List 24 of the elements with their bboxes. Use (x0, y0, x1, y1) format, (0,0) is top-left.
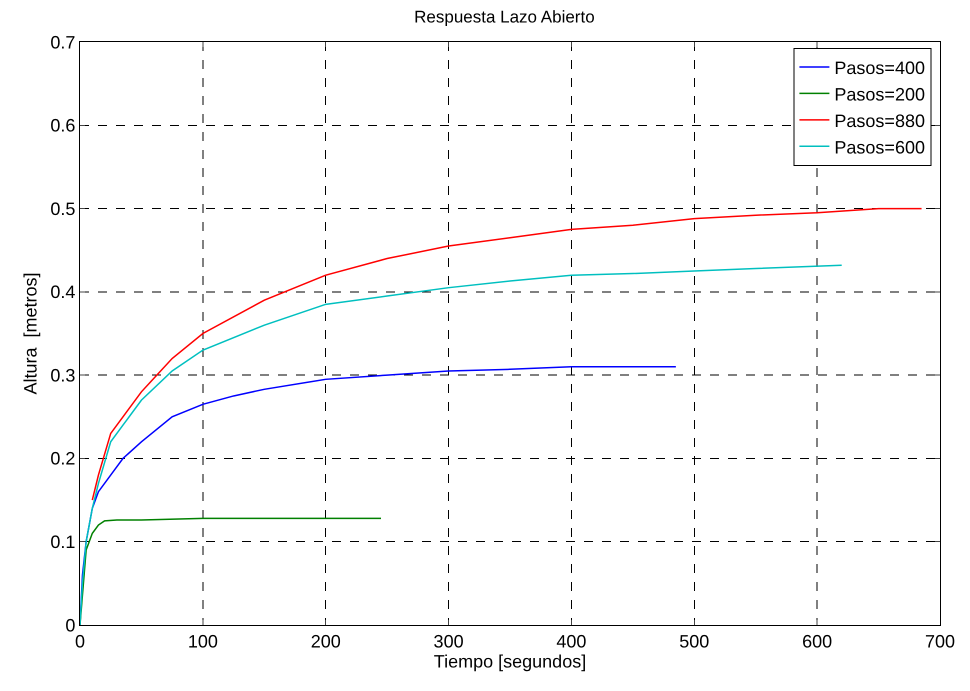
x-tick-label: 700 (924, 632, 956, 652)
legend-label: Pasos=880 (834, 110, 925, 131)
x-tick-label: 600 (802, 632, 832, 652)
y-tick-label: 0.2 (50, 448, 76, 469)
y-tick-label: 0.3 (50, 365, 76, 386)
legend-label: Pasos=200 (834, 84, 925, 104)
x-tick-label: 100 (188, 632, 218, 652)
y-tick-label: 0 (65, 615, 76, 636)
y-tick-label: 0.4 (50, 282, 76, 302)
y-tick-label: 0.5 (50, 198, 76, 219)
y-tick-label: 0.1 (50, 532, 76, 552)
x-axis-title: Tiempo [segundos] (434, 652, 586, 672)
x-tick-label: 400 (556, 632, 586, 652)
x-tick-label: 500 (679, 632, 710, 652)
line-series (80, 264, 842, 625)
x-tick-label: 200 (310, 632, 341, 652)
legend-label: Pasos=600 (834, 137, 925, 158)
y-tick-label: 0.6 (50, 116, 76, 136)
x-tick-label: 300 (434, 632, 464, 652)
y-tick-label: 0.7 (50, 32, 76, 52)
chart-title: Respuesta Lazo Abierto (414, 7, 595, 26)
legend-label: Pasos=400 (834, 58, 925, 78)
y-axis-title: Altura [metros] (20, 272, 41, 395)
line-series (92, 208, 922, 501)
